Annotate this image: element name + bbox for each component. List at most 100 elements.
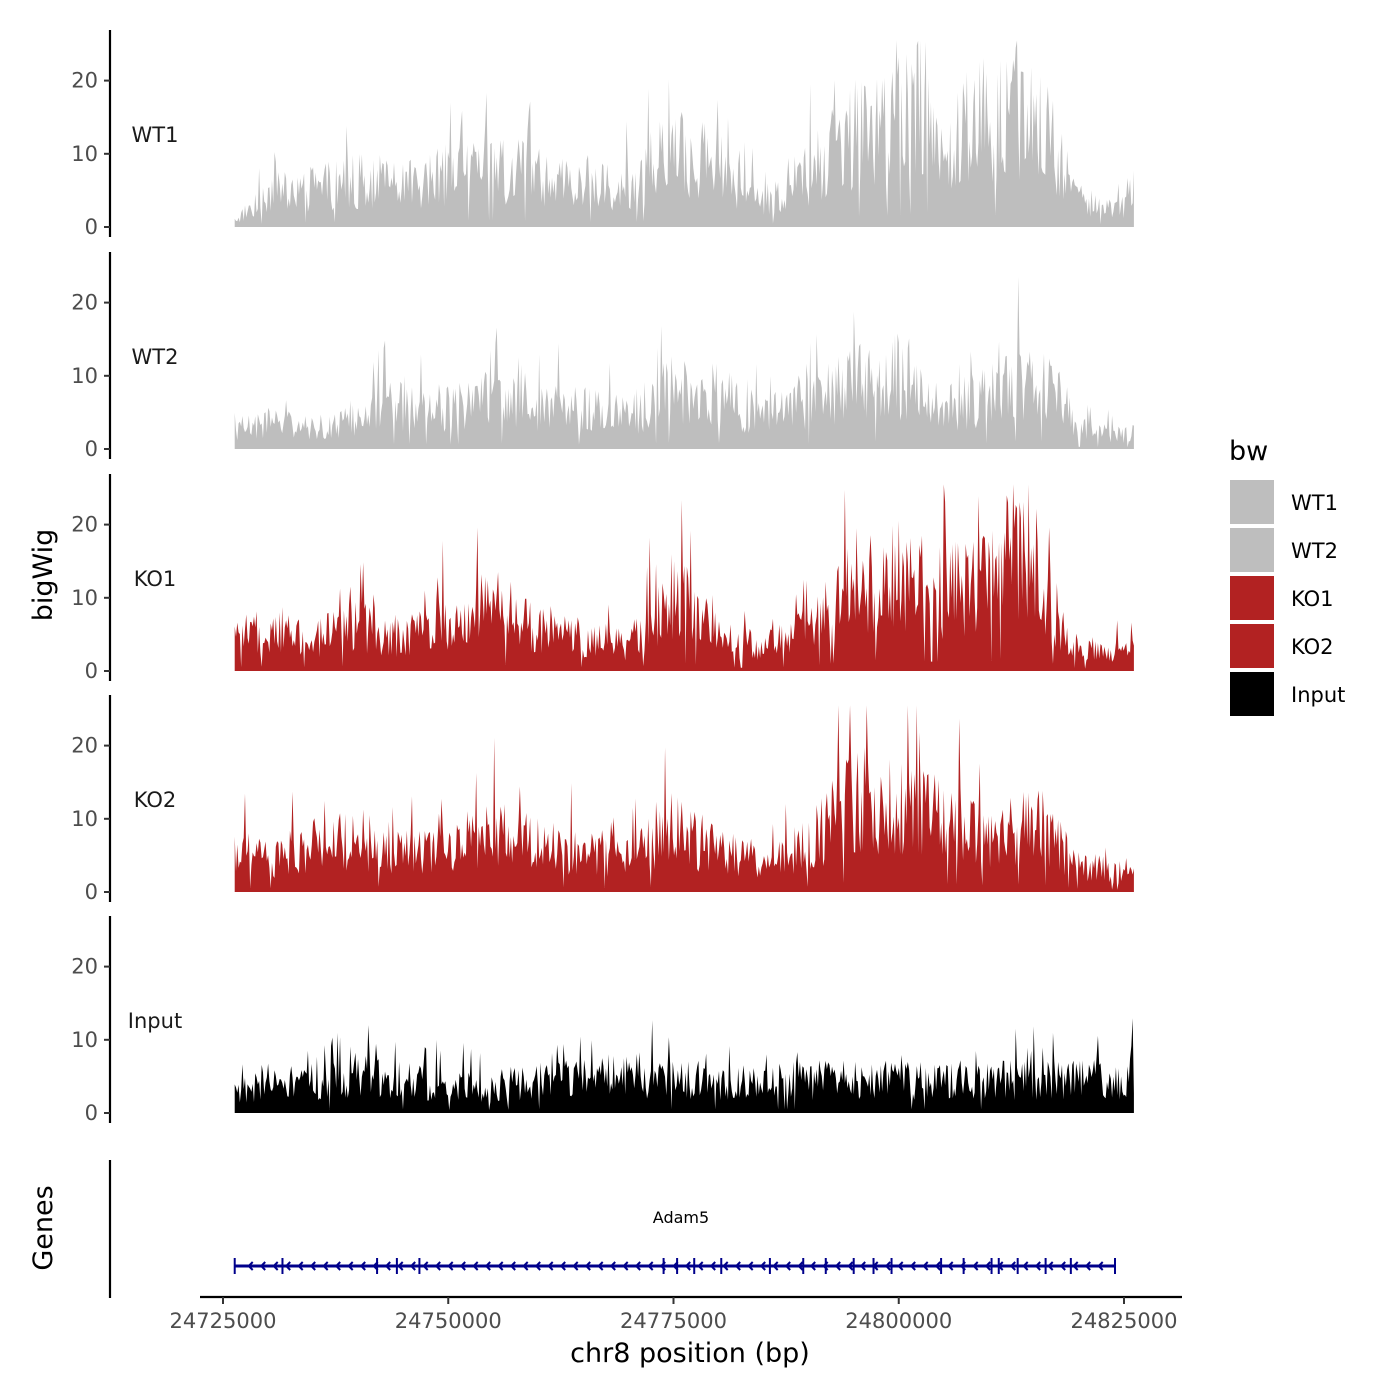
track-label: KO2 xyxy=(134,788,177,812)
strand-arrow xyxy=(272,1261,279,1271)
legend-label-input: Input xyxy=(1291,683,1345,707)
strand-arrow xyxy=(397,1261,404,1271)
y-tick-label: 0 xyxy=(85,880,98,904)
strand-arrow xyxy=(247,1261,254,1271)
track-label: KO1 xyxy=(134,567,177,591)
strand-arrow xyxy=(459,1261,466,1271)
strand-arrow xyxy=(759,1261,766,1271)
strand-arrow xyxy=(772,1261,779,1271)
strand-arrow xyxy=(584,1261,591,1271)
x-tick-label: 24800000 xyxy=(845,1309,952,1333)
genes-track: Adam5 xyxy=(108,1160,1116,1298)
strand-arrow xyxy=(422,1261,429,1271)
x-axis: 24725000 24750000 24775000 24800000 24825000 xyxy=(170,1295,1182,1333)
strand-arrow xyxy=(547,1261,554,1271)
y-tick-label: 20 xyxy=(71,734,98,758)
strand-arrow xyxy=(1022,1261,1029,1271)
strand-arrow xyxy=(809,1261,816,1271)
strand-arrow xyxy=(1009,1261,1016,1271)
x-tick-label: 24725000 xyxy=(170,1309,277,1333)
strand-arrow xyxy=(859,1261,866,1271)
legend-label-ko2: KO2 xyxy=(1291,635,1334,659)
x-tick-label: 24775000 xyxy=(620,1309,727,1333)
strand-arrow xyxy=(784,1261,791,1271)
strand-arrow xyxy=(972,1261,979,1271)
y-tick-label: 10 xyxy=(71,1028,98,1052)
legend-key-wt2 xyxy=(1230,528,1274,572)
gene-label: Adam5 xyxy=(653,1208,709,1227)
strand-arrow xyxy=(847,1261,854,1271)
strand-arrow xyxy=(722,1261,729,1271)
y-tick-label: 10 xyxy=(71,142,98,166)
strand-arrow xyxy=(647,1261,654,1271)
strand-arrow xyxy=(1084,1261,1091,1271)
legend-label-ko1: KO1 xyxy=(1291,587,1334,611)
coverage-area-wt1 xyxy=(234,40,1134,228)
strand-arrow xyxy=(447,1261,454,1271)
legend-key-ko2 xyxy=(1230,624,1274,668)
legend-label-wt2: WT2 xyxy=(1291,539,1338,563)
strand-arrow xyxy=(734,1261,741,1271)
coverage-area-ko2 xyxy=(234,705,1134,892)
strand-arrow xyxy=(409,1261,416,1271)
legend-key-ko1 xyxy=(1230,576,1274,620)
strand-arrow xyxy=(572,1261,579,1271)
strand-arrow xyxy=(347,1261,354,1271)
signal-tracks: 0 10 20 WT1 0 10 20 WT2 0 10 20 KO1 0 10 20 KO2 0 10 20 Inp… xyxy=(71,30,1134,1125)
legend-label-wt1: WT1 xyxy=(1291,491,1338,515)
track-ko2: 0 10 20 KO2 xyxy=(71,695,1134,904)
x-tick-label: 24825000 xyxy=(1071,1309,1178,1333)
strand-arrow xyxy=(284,1261,291,1271)
strand-arrow xyxy=(922,1261,929,1271)
strand-arrow xyxy=(747,1261,754,1271)
y-tick-label: 10 xyxy=(71,586,98,610)
strand-arrow xyxy=(522,1261,529,1271)
y-tick-label: 20 xyxy=(71,291,98,315)
strand-arrow xyxy=(622,1261,629,1271)
strand-arrow xyxy=(484,1261,491,1271)
coverage-area-input xyxy=(234,1018,1134,1113)
coverage-area-wt2 xyxy=(234,277,1134,449)
strand-arrow xyxy=(909,1261,916,1271)
y-tick-label: 20 xyxy=(71,955,98,979)
legend-title: bw xyxy=(1229,436,1268,467)
strand-arrow xyxy=(259,1261,266,1271)
x-axis-title: chr8 position (bp) xyxy=(570,1338,810,1369)
strand-arrow xyxy=(834,1261,841,1271)
genes-axis-title: Genes xyxy=(28,1185,59,1270)
legend-key-input xyxy=(1230,672,1274,716)
y-tick-label: 0 xyxy=(85,215,98,239)
strand-arrow xyxy=(709,1261,716,1271)
strand-arrow xyxy=(597,1261,604,1271)
strand-arrow xyxy=(534,1261,541,1271)
track-input: 0 10 20 Input xyxy=(71,916,1134,1125)
strand-arrow xyxy=(1034,1261,1041,1271)
strand-arrow xyxy=(472,1261,479,1271)
y-tick-label: 0 xyxy=(85,1101,98,1125)
strand-arrow xyxy=(322,1261,329,1271)
y-tick-label: 20 xyxy=(71,513,98,537)
track-label: WT1 xyxy=(132,123,179,147)
y-tick-label: 20 xyxy=(71,69,98,93)
track-wt1: 0 10 20 WT1 xyxy=(71,30,1134,239)
y-tick-label: 10 xyxy=(71,364,98,388)
track-wt2: 0 10 20 WT2 xyxy=(71,252,1134,461)
strand-arrow xyxy=(634,1261,641,1271)
strand-arrow xyxy=(897,1261,904,1271)
y-tick-label: 0 xyxy=(85,659,98,683)
strand-arrow xyxy=(359,1261,366,1271)
strand-arrow xyxy=(1072,1261,1079,1271)
strand-arrow xyxy=(884,1261,891,1271)
strand-arrow xyxy=(697,1261,704,1271)
strand-arrow xyxy=(309,1261,316,1271)
strand-arrow xyxy=(434,1261,441,1271)
strand-arrow xyxy=(947,1261,954,1271)
strand-arrow xyxy=(297,1261,304,1271)
track-label: WT2 xyxy=(132,345,179,369)
strand-arrow xyxy=(559,1261,566,1271)
y-axis-title: bigWig xyxy=(28,529,59,622)
strand-arrow xyxy=(384,1261,391,1271)
x-tick-label: 24750000 xyxy=(395,1309,502,1333)
strand-arrow xyxy=(497,1261,504,1271)
